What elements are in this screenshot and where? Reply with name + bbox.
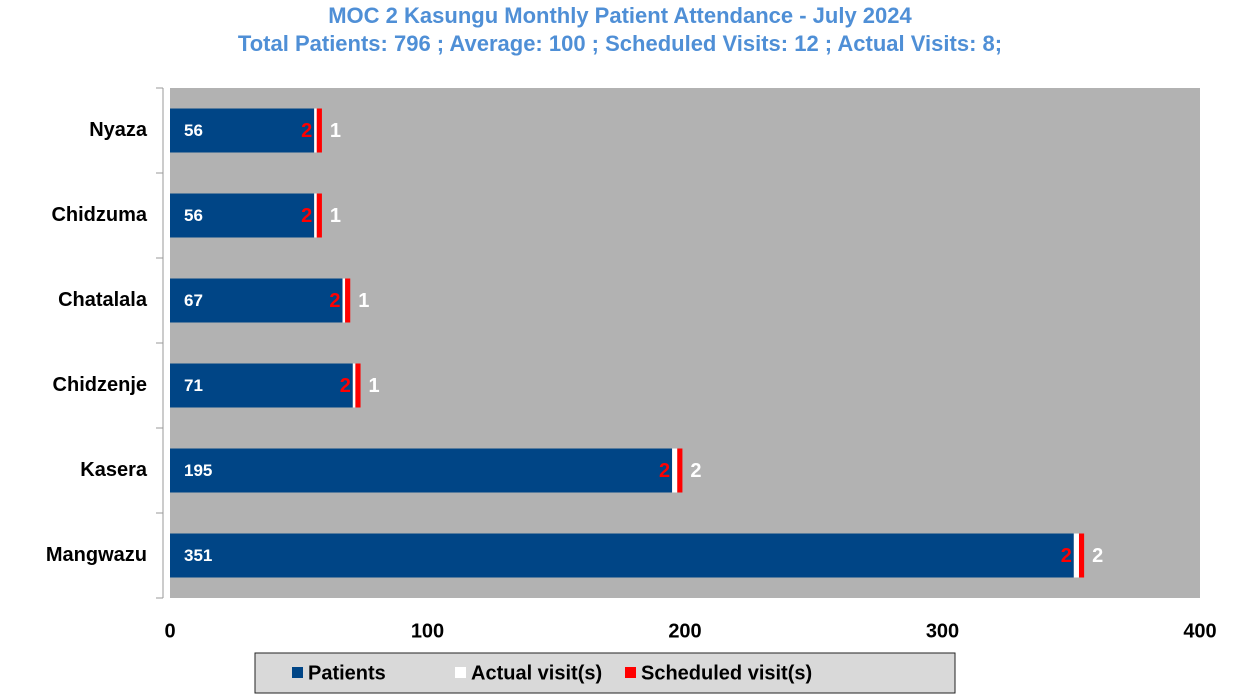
- bar-segment: [170, 278, 343, 323]
- x-tick-label: 200: [668, 620, 701, 642]
- bar-segment: [316, 193, 322, 238]
- bar-segment: [316, 108, 322, 153]
- bar-segment: [314, 193, 317, 238]
- data-label: 2: [329, 290, 340, 312]
- data-label: 2: [690, 460, 701, 482]
- data-label: 1: [330, 120, 341, 142]
- bar-segment: [170, 448, 673, 493]
- data-label: 1: [330, 205, 341, 227]
- legend-swatch: [292, 667, 303, 678]
- data-label: 351: [184, 546, 212, 565]
- bar-segment: [345, 278, 351, 323]
- bar-segment: [170, 533, 1074, 578]
- legend-label: Actual visit(s): [471, 662, 602, 684]
- bar-segment: [1073, 533, 1079, 578]
- data-label: 2: [301, 205, 312, 227]
- data-label: 2: [659, 460, 670, 482]
- legend-label: Scheduled visit(s): [641, 662, 812, 684]
- y-tick-label: Chidzenje: [53, 374, 147, 396]
- data-label: 2: [1092, 545, 1103, 567]
- bar-segment: [314, 108, 317, 153]
- bar-segment: [677, 448, 683, 493]
- data-label: 2: [340, 375, 351, 397]
- x-tick-label: 400: [1183, 620, 1216, 642]
- legend-swatch: [455, 667, 466, 678]
- data-label: 67: [184, 291, 203, 310]
- data-label: 2: [1061, 545, 1072, 567]
- bar-segment: [170, 193, 315, 238]
- chart-subtitle: Total Patients: 796 ; Average: 100 ; Sch…: [238, 31, 1002, 56]
- bar-segment: [170, 363, 353, 408]
- x-tick-label: 0: [164, 620, 175, 642]
- plot-area: [170, 88, 1200, 598]
- chart-title: MOC 2 Kasungu Monthly Patient Attendance…: [328, 3, 912, 28]
- data-label: 1: [369, 375, 380, 397]
- data-label: 2: [301, 120, 312, 142]
- data-label: 195: [184, 461, 212, 480]
- y-tick-label: Nyaza: [89, 119, 148, 141]
- legend: [254, 652, 956, 694]
- legend-label: Patients: [308, 662, 386, 684]
- y-tick-label: Chatalala: [58, 289, 148, 311]
- data-label: 1: [358, 290, 369, 312]
- x-tick-label: 300: [926, 620, 959, 642]
- data-label: 71: [184, 376, 203, 395]
- y-tick-label: Kasera: [80, 459, 148, 481]
- bar-segment: [672, 448, 678, 493]
- bar-segment: [342, 278, 346, 323]
- bar-segment: [352, 363, 356, 408]
- data-label: 56: [184, 206, 203, 225]
- bar-segment: [170, 108, 315, 153]
- y-tick-label: Mangwazu: [46, 544, 147, 566]
- bar-segment: [1078, 533, 1085, 578]
- data-label: 56: [184, 121, 203, 140]
- bar-segment: [355, 363, 361, 408]
- legend-swatch: [625, 667, 636, 678]
- x-tick-label: 100: [411, 620, 444, 642]
- y-tick-label: Chidzuma: [51, 204, 147, 226]
